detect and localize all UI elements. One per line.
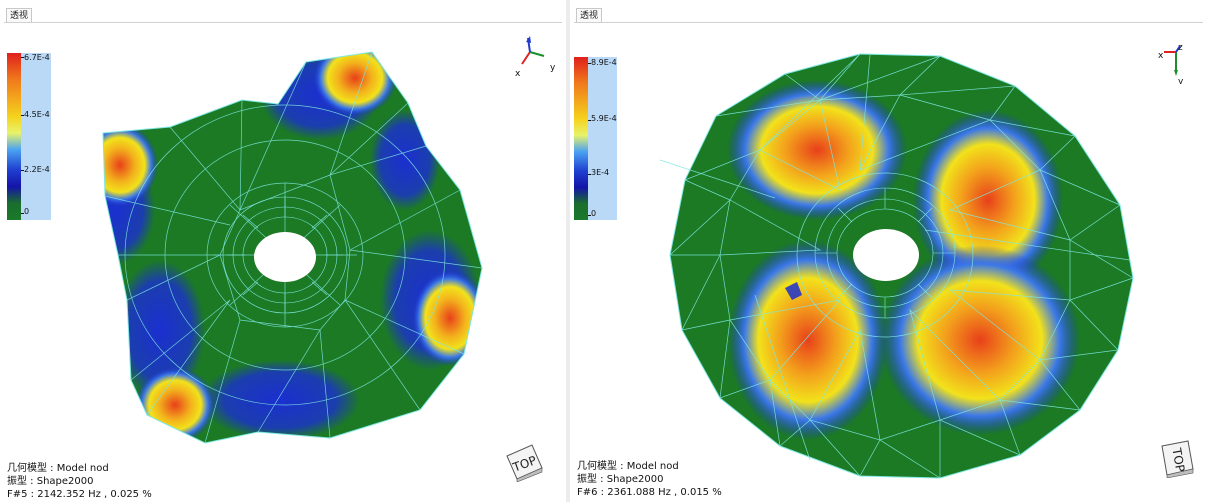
axis-x-label: x [1158, 51, 1164, 61]
axis-y-label: y [550, 63, 556, 73]
legend-max: 6.7E-4 [24, 53, 50, 62]
info-shape: 振型 : Shape2000 [577, 474, 664, 485]
color-bar [574, 57, 588, 220]
mode-shape-render-left[interactable] [0, 0, 566, 502]
axis-y-label: y [1178, 77, 1184, 84]
info-frequency: F#5 : 2142.352 Hz , 0.025 % [7, 489, 152, 500]
center-hole-left [254, 232, 316, 282]
viewport-divider[interactable] [566, 0, 570, 502]
view-cube-top-icon-left[interactable]: TOP [504, 442, 544, 482]
legend-min: 0 [591, 209, 597, 218]
legend-tick-1: 3E-4 [591, 168, 610, 177]
tab-underline [574, 22, 1203, 23]
viewport-right[interactable]: 透视 [570, 0, 1207, 502]
tab-perspective-left[interactable]: 透视 [6, 8, 33, 23]
color-legend-left: 6.7E-4 4.5E-4 2.2E-4 0 [7, 53, 51, 220]
color-bar [7, 53, 21, 220]
axis-triad-icon-right: x z y [1158, 43, 1184, 84]
legend-tick-2: 5.9E-4 [591, 114, 617, 123]
info-shape: 振型 : Shape2000 [7, 476, 94, 487]
axis-triad-icon-left: x y [515, 36, 556, 79]
mode-shape-render-right[interactable] [570, 0, 1207, 502]
legend-tick-2: 4.5E-4 [24, 110, 50, 119]
view-cube-top-icon-right[interactable]: TOP [1158, 438, 1198, 478]
view-cube-label: TOP [1169, 446, 1187, 473]
viewport-left[interactable]: 透视 [0, 0, 566, 502]
legend-max: 8.9E-4 [591, 58, 617, 67]
axis-z-label: z [1178, 43, 1183, 53]
info-frequency: F#6 : 2361.088 Hz , 0.015 % [577, 487, 722, 498]
tab-underline [4, 22, 562, 23]
center-hole-right [853, 229, 919, 281]
legend-tick-1: 2.2E-4 [24, 165, 50, 174]
legend-min: 0 [24, 207, 30, 216]
tab-perspective-right[interactable]: 透视 [576, 8, 603, 23]
node-marker [785, 282, 802, 300]
color-legend-right: 8.9E-4 5.9E-4 3E-4 0 [574, 57, 617, 220]
info-model: 几何模型 : Model nod [7, 463, 109, 474]
info-model: 几何模型 : Model nod [577, 461, 679, 472]
axis-x-label: x [515, 69, 521, 79]
